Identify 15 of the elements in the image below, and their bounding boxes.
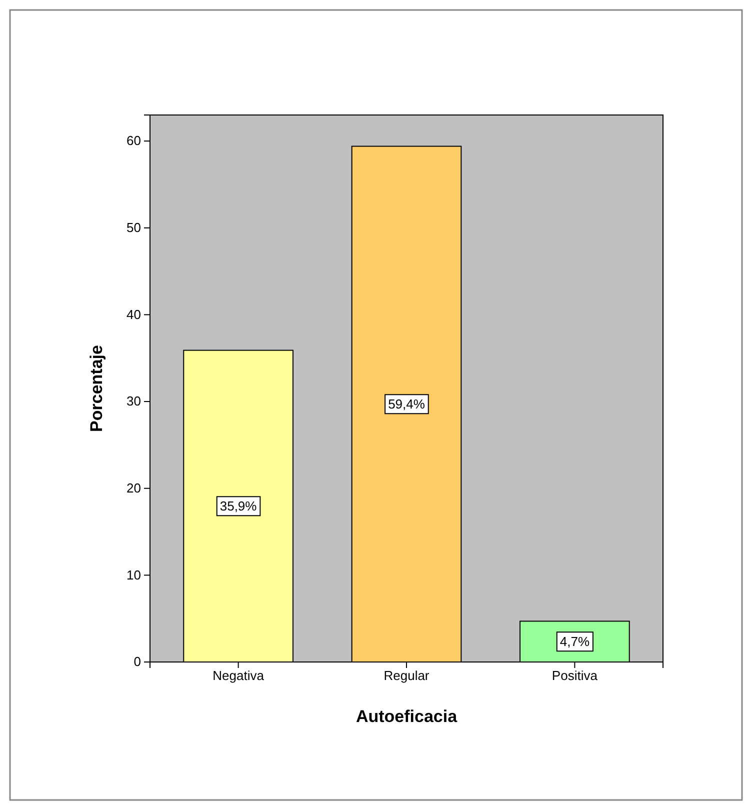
x-tick-label: Negativa [212,668,265,684]
x-axis-title: Autoeficacia [356,707,458,726]
y-tick-label: 40 [126,306,141,322]
y-tick-label: 20 [126,480,141,496]
y-tick-label: 0 [134,654,141,670]
data-label: 4,7% [560,634,590,650]
x-tick-label: Regular [384,668,430,684]
data-label: 35,9% [220,498,258,514]
y-tick-label: 50 [126,220,141,236]
y-axis-title: Porcentaje [87,345,106,432]
y-tick-label: 10 [126,567,141,582]
y-tick-label: 60 [126,133,141,148]
x-tick-label: Positiva [552,668,598,684]
data-label: 59,4% [388,396,426,412]
y-tick-label: 30 [126,394,141,409]
